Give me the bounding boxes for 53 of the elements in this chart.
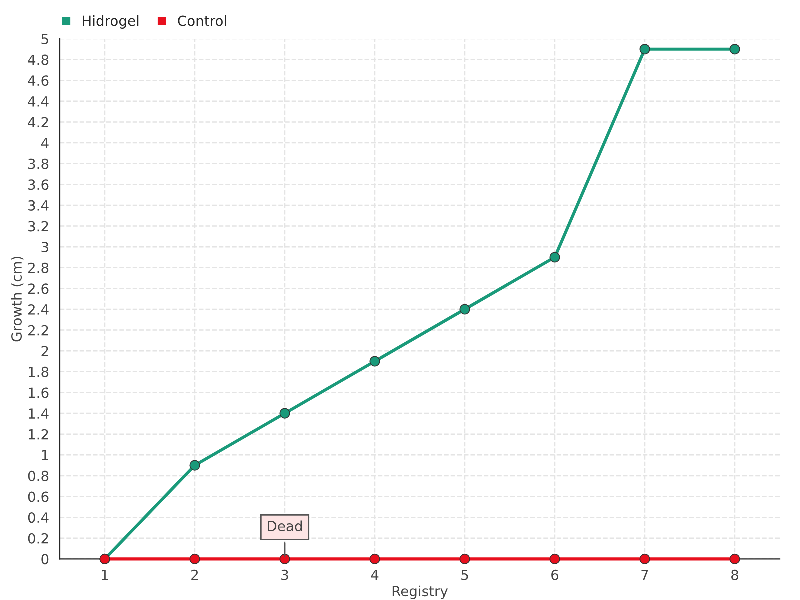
y-tick-label: 3.2 <box>28 221 48 232</box>
y-tick-label: 1.4 <box>29 408 49 419</box>
x-tick-label: 6 <box>552 570 559 580</box>
y-tick-label: 1.6 <box>29 388 49 398</box>
y-tick-label: 5 <box>42 34 48 44</box>
point <box>460 304 470 315</box>
y-tick-label: 4 <box>41 138 49 148</box>
point <box>730 44 740 55</box>
x-tick-label: 4 <box>371 570 379 580</box>
point <box>550 554 560 564</box>
point <box>370 356 380 367</box>
y-tick-label: 0.6 <box>28 492 49 502</box>
y-tick-label: 2 <box>42 346 48 356</box>
x-tick-label: 8 <box>732 570 738 580</box>
x-tick-label: 7 <box>642 570 648 580</box>
y-tick-label: 2.8 <box>28 262 49 274</box>
y-tick-label: 0.2 <box>28 533 48 544</box>
x-tick-label: 1 <box>102 570 108 580</box>
legend-label: Hidrogel <box>83 16 139 29</box>
y-tick-label: 3.8 <box>28 158 49 170</box>
legend-label: Control <box>178 16 226 26</box>
point <box>460 554 470 564</box>
y-tick-label: 4.2 <box>28 117 48 128</box>
y-tick-label: 0.4 <box>28 512 49 524</box>
point <box>190 554 200 564</box>
y-tick-label: 1 <box>42 450 48 460</box>
y-tick-label: 3.4 <box>28 200 49 211</box>
point <box>370 554 380 564</box>
x-tick-label: 5 <box>462 570 468 580</box>
y-tick-label: 2.6 <box>28 284 49 294</box>
y-tick-label: 3 <box>42 242 48 253</box>
y-axis-title: Growth (cm) <box>11 256 24 342</box>
y-tick-label: 4.6 <box>28 76 49 86</box>
y-tick-label: 2.4 <box>28 304 49 315</box>
y-tick-label: 0 <box>42 554 49 565</box>
y-tick-label: 0.8 <box>28 470 49 482</box>
point <box>280 408 290 419</box>
annotation: Dead <box>268 520 302 532</box>
x-tick-label: 3 <box>282 570 288 580</box>
point <box>640 554 650 564</box>
point <box>640 44 650 55</box>
x-axis-title: Registry <box>392 586 448 600</box>
point <box>280 554 290 564</box>
y-tick-label: 3.6 <box>28 180 49 190</box>
point <box>550 252 560 263</box>
y-tick-label: 1.8 <box>29 366 49 378</box>
point <box>190 460 200 471</box>
y-tick-label: 4.4 <box>28 96 49 107</box>
y-tick-label: 2.2 <box>28 325 48 336</box>
point <box>730 554 740 564</box>
y-tick-label: 1.2 <box>29 429 48 440</box>
y-tick-label: 4.8 <box>28 54 49 66</box>
x-tick-label: 2 <box>192 570 198 580</box>
